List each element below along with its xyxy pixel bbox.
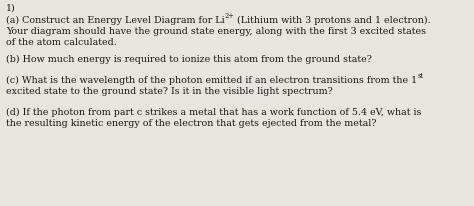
- Text: st: st: [417, 72, 423, 80]
- Text: (c) What is the wavelength of the photon emitted if an electron transitions from: (c) What is the wavelength of the photon…: [6, 76, 417, 85]
- Text: 1): 1): [6, 4, 16, 13]
- Text: (d) If the photon from part c strikes a metal that has a work function of 5.4 eV: (d) If the photon from part c strikes a …: [6, 108, 421, 117]
- Text: (b) How much energy is required to ionize this atom from the ground state?: (b) How much energy is required to ioniz…: [6, 55, 372, 64]
- Text: Your diagram should have the ground state energy, along with the first 3 excited: Your diagram should have the ground stat…: [6, 27, 426, 36]
- Text: 2+: 2+: [225, 12, 234, 20]
- Text: (a) Construct an Energy Level Diagram for Li: (a) Construct an Energy Level Diagram fo…: [6, 16, 225, 25]
- Text: excited state to the ground state? Is it in the visible light spectrum?: excited state to the ground state? Is it…: [6, 87, 333, 96]
- Text: (Lithium with 3 protons and 1 electron).: (Lithium with 3 protons and 1 electron).: [234, 16, 431, 25]
- Text: of the atom calculated.: of the atom calculated.: [6, 38, 117, 47]
- Text: the resulting kinetic energy of the electron that gets ejected from the metal?: the resulting kinetic energy of the elec…: [6, 118, 376, 127]
